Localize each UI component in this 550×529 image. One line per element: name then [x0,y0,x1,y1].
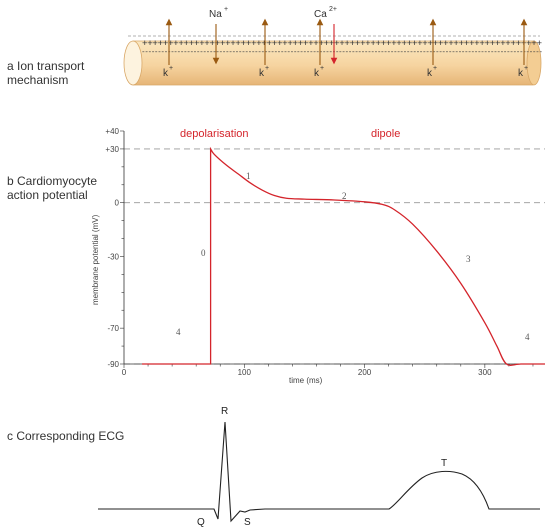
s-wave-label: S [244,517,251,528]
na-label: Na [209,9,222,20]
k-ion: k + [427,18,437,79]
ca-label: Ca [314,9,327,20]
y-tick-label: +40 [105,127,119,136]
tube-opening [123,40,143,86]
na-ion: Na + [209,6,228,65]
y-tick-label: +30 [105,145,119,154]
k-label: k [518,68,524,79]
y-tick-label: -90 [107,360,119,369]
x-tick-label: 200 [358,368,372,377]
k-ion: k + [259,18,269,79]
x-ticks: 0 100 200 300 [122,364,534,377]
ca-charge: 2+ [329,6,337,13]
x-tick-label: 0 [122,368,127,377]
k-charge: + [169,65,173,72]
phase-label-1: 1 [246,171,251,181]
k-charge: + [433,65,437,72]
panel-a: a Ion transport mechanism ++++++++++++++… [7,6,542,87]
action-potential-curve [142,146,546,366]
panel-b-label-line1: b Cardiomyocyte [7,174,97,188]
k-charge: + [524,65,528,72]
x-tick-label: 300 [478,368,492,377]
na-charge: + [224,6,228,13]
k-charge: + [320,65,324,72]
k-label: k [259,68,265,79]
k-ion: k + [314,18,324,79]
ecg-trace [98,421,540,523]
panel-c: c Corresponding ECG Q R S T [7,406,540,528]
q-wave-label: Q [197,517,205,528]
phase-label-2: 2 [342,191,347,201]
inside-charges: -------- --------------------------------… [142,47,542,56]
k-label: k [163,68,169,79]
panel-b: b Cardiomyocyte action potential 0 100 200… [7,127,546,385]
panel-a-label-line2: mechanism [7,73,68,87]
phase-label-4-rest: 4 [176,327,181,337]
reference-lines [124,148,545,365]
x-axis-label: time (ms) [289,376,323,385]
y-axis-label: membrane potential (mV) [91,214,100,305]
phase-label-3: 3 [466,254,471,264]
outside-charges: ++++++++++++++++++++++++++++++++++++++++… [142,38,542,49]
t-wave-label: T [441,458,447,469]
action-potential-chart: 0 100 200 300 +40 +30 0 -30 -70 -90 time (ms) me… [91,127,546,385]
k-ion: k + [518,18,528,79]
phase-label-4-return: 4 [525,332,530,342]
k-label: k [427,68,433,79]
panel-b-label-line2: action potential [7,188,88,202]
y-tick-label: 0 [115,199,120,208]
y-tick-label: -30 [107,252,119,261]
y-ticks: +40 +30 0 -30 -70 -90 [105,127,124,369]
k-ion: k + [163,18,173,79]
k-label: k [314,68,320,79]
x-tick-label: 100 [238,368,252,377]
panel-c-label: c Corresponding ECG [7,429,124,443]
depolarisation-annotation: depolarisation [180,128,249,140]
panel-a-label-line1: a Ion transport [7,59,85,73]
ca-ion: Ca 2+ [314,6,338,65]
y-tick-label: -70 [107,324,119,333]
r-wave-label: R [221,406,228,417]
phase-label-0: 0 [201,248,206,258]
dipole-annotation: dipole [371,128,400,140]
k-charge: + [265,65,269,72]
